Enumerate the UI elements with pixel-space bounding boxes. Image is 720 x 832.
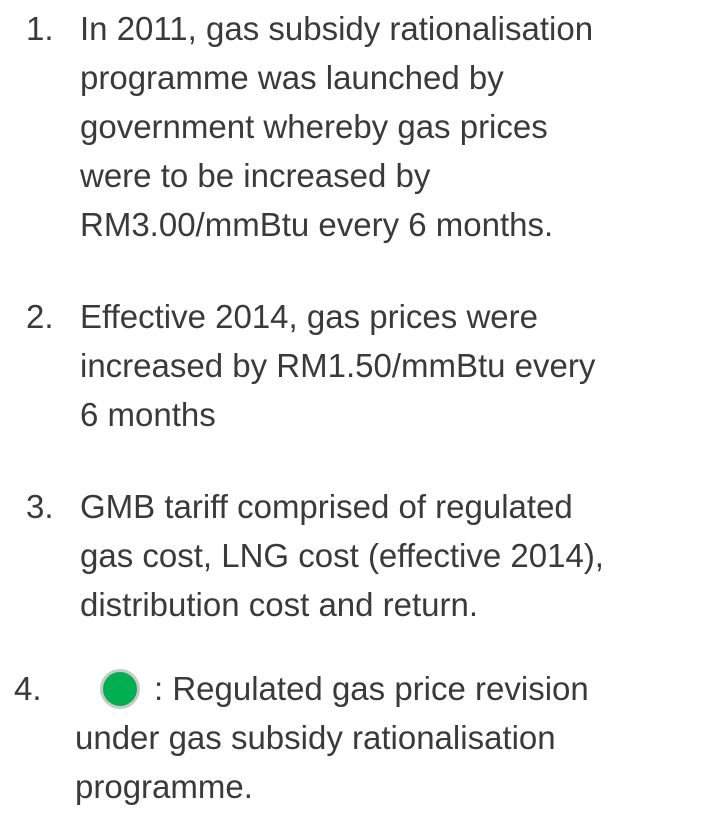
- item-text: Effective 2014, gas prices were increase…: [80, 292, 595, 439]
- text-line: distribution cost and return.: [80, 586, 479, 623]
- text-line: under gas subsidy rationalisation: [75, 719, 556, 756]
- green-dot-icon: [100, 668, 140, 709]
- text-line: government whereby gas prices: [80, 108, 548, 145]
- text-line: 6 months: [80, 396, 216, 433]
- text-line: gas cost, LNG cost (effective 2014),: [80, 537, 604, 574]
- text-line: were to be increased by: [80, 157, 431, 194]
- text-line: : Regulated gas price revision: [154, 670, 589, 707]
- item-text: GMB tariff comprised of regulated gas co…: [80, 482, 604, 629]
- legend-line: : Regulated gas price revision: [75, 664, 589, 713]
- text-line: programme.: [75, 768, 253, 805]
- item-number: 3.: [26, 488, 54, 525]
- item-text: : Regulated gas price revision under gas…: [75, 664, 589, 811]
- text-line: In 2011, gas subsidy rationalisation: [80, 10, 594, 47]
- text-line: Effective 2014, gas prices were: [80, 298, 538, 335]
- item-number: 2.: [26, 298, 54, 335]
- text-line: increased by RM1.50/mmBtu every: [80, 347, 596, 384]
- text-line: GMB tariff comprised of regulated: [80, 488, 573, 525]
- text-line: programme was launched by: [80, 59, 504, 96]
- item-number: 4.: [14, 670, 42, 707]
- item-number: 1.: [26, 10, 54, 47]
- text-line: RM3.00/mmBtu every 6 months.: [80, 206, 554, 243]
- item-text: In 2011, gas subsidy rationalisation pro…: [80, 4, 593, 249]
